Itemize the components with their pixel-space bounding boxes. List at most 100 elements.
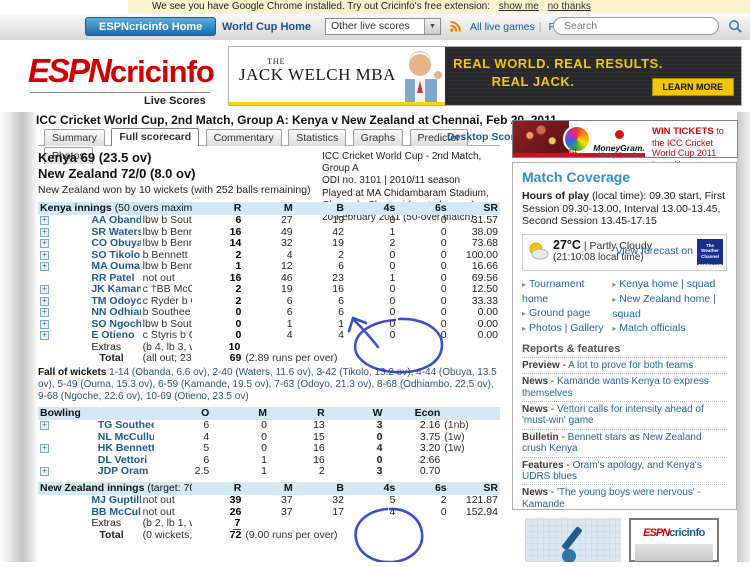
tab[interactable]: Statistics (288, 129, 347, 146)
bowling-header: Bowling O M R W Econ (38, 407, 500, 420)
moneygram-banner-ad[interactable]: 2011 MoneyGram. Money Transfer WIN TICKE… (512, 120, 738, 169)
news-link[interactable]: Bennett stars as New Zealand crush Kenya (522, 431, 702, 455)
batsman-link[interactable]: E Otieno (91, 330, 135, 341)
show-me-link[interactable]: show me (498, 1, 539, 12)
dismissal: not out (142, 506, 175, 518)
batsman-link[interactable]: BB McCullum† (91, 506, 141, 518)
news-label: Features (522, 459, 564, 471)
bowler-row: + JDP Oram 2.5 1 2 3 0.70 (38, 466, 500, 478)
banner-line1: REAL WORLD. REAL RESULTS. (453, 56, 663, 71)
expand-icon[interactable]: + (40, 296, 49, 306)
bowler-row: + TG Southee 6 0 13 3 2.16 (1nb) (38, 420, 500, 432)
sidebar-link[interactable]: Kenya home | squad (619, 277, 716, 290)
total-row: Total (0 wickets; 8 overs; 37 mins) 72 (… (99, 529, 338, 541)
tab[interactable]: Graphs (352, 129, 404, 146)
news-link[interactable]: Oram's apology, and Kenya's UDRS blues (522, 459, 702, 483)
cricinfo-bottom-ad[interactable]: ESPNcricinfo (512, 518, 738, 563)
espncricinfo-logo[interactable]: ESPNcricinfo Live Scores (28, 52, 218, 108)
expand-icon[interactable]: + (40, 444, 49, 453)
view-forecast-link[interactable]: View forecast on (615, 244, 693, 257)
expand-icon[interactable]: + (40, 421, 49, 430)
notice-text: We see you have Google Chrome installed.… (152, 1, 591, 12)
sidebar-link[interactable]: Ground page (529, 306, 591, 319)
batsman-link[interactable]: SO Ngoche (91, 318, 141, 330)
batsman-link[interactable]: SR Waters (91, 226, 141, 238)
expand-icon[interactable]: + (40, 239, 49, 248)
sidebar-link[interactable]: Photos | Gallery (529, 321, 604, 334)
news-link[interactable]: Vettori calls for intensity ahead of 'mu… (522, 404, 704, 427)
moneygram-ad-photo (513, 121, 569, 157)
dismissal: lbw b Southee (142, 318, 192, 330)
top-navbar: ESPNcricinfo Home World Cup Home Other l… (0, 14, 750, 41)
tab[interactable]: Commentary (205, 129, 282, 146)
sidebar-link[interactable]: Match officials (619, 321, 686, 334)
learn-more-button[interactable]: LEARN MORE (651, 78, 734, 96)
news-label: News (522, 404, 549, 415)
expand-icon[interactable]: + (40, 216, 49, 225)
batsman-link[interactable]: JK Kamande* (91, 284, 141, 295)
batsman-link[interactable]: TM Odoyo (91, 295, 141, 307)
logo-divider (30, 92, 210, 93)
batsman-row: + CO Obuya lbw b Bennett 14 32 19 2 0 73… (38, 238, 500, 250)
sidebar-link-row: ▸ Photos | Gallery (522, 321, 612, 336)
expand-icon[interactable]: + (40, 308, 49, 317)
rss-icon[interactable] (449, 20, 462, 33)
tab[interactable]: Photos (44, 147, 93, 164)
bowler-link[interactable]: TG Southee (97, 420, 154, 431)
bowler-link[interactable]: NL McCullum (97, 431, 154, 443)
news-link[interactable]: 'The young boys were nervous' - Kamande (522, 487, 701, 510)
sidebar-link[interactable]: Tournament home (522, 277, 585, 305)
dismissal: b Bennett (142, 249, 188, 261)
live-scores-select[interactable]: Other live scores ▼ (325, 18, 441, 35)
batsman-link[interactable]: MA Ouma† (91, 261, 141, 272)
expand-icon[interactable]: + (40, 467, 49, 476)
expand-icon[interactable]: + (40, 250, 49, 260)
bullet-icon: ▸ (522, 308, 527, 318)
weather-channel-logo[interactable]: The Weather Channel weather.com (697, 238, 723, 267)
bowler-row: + NL McCullum 4 0 15 0 3.75 (1w) (97, 431, 465, 443)
batsman-link[interactable]: AA Obanda (91, 215, 141, 226)
live-scores-select-value: Other live scores (331, 20, 410, 32)
espncricinfo-home-button[interactable]: ESPNcricinfo Home (85, 17, 217, 36)
expand-icon[interactable]: + (40, 227, 49, 237)
tab[interactable]: Full scorecard (111, 128, 200, 146)
ad-photo-placeholder (635, 544, 713, 561)
bowler-link[interactable]: DL Vettori (97, 454, 148, 466)
dismissal: not out (142, 495, 175, 506)
desktop-scores-link[interactable]: Desktop Scores (447, 131, 527, 143)
news-link[interactable]: A lot to prove for both teams (568, 359, 694, 371)
bowler-row: + HK Bennett 5 0 16 4 3.20 (1w) (38, 443, 500, 455)
tab[interactable]: Summary (44, 129, 105, 146)
sidebar-link-row: ▸ Kenya home | squad (612, 277, 727, 292)
search-input[interactable] (553, 17, 719, 35)
search-icon[interactable] (728, 19, 743, 34)
batsman-link[interactable]: NN Odhiambo (91, 307, 140, 318)
scorecard-content: Kenya 69 (23.5 ov) New Zealand 72/0 (8.0… (38, 150, 500, 562)
bowler-link[interactable]: HK Bennett (97, 443, 154, 454)
new-zealand-innings-table: New Zealand innings (target: 70 runs fro… (38, 482, 500, 541)
kenya-score-line: Kenya 69 (23.5 ov) (38, 150, 152, 165)
jack-welch-banner-ad[interactable]: THE JACK WELCH MBA REAL WORLD. REAL RESU… (228, 46, 742, 106)
expand-icon[interactable]: + (40, 262, 49, 271)
batsman-link[interactable]: MJ Guptill (91, 495, 141, 506)
expand-icon[interactable]: + (40, 319, 49, 329)
expand-icon[interactable]: + (40, 285, 49, 294)
page-title: ICC Cricket World Cup, 2nd Match, Group … (36, 113, 557, 127)
news-link[interactable]: Kamande wants Kenya to express themselve… (522, 376, 709, 399)
bowler-link[interactable]: JDP Oram (97, 466, 149, 477)
batsman-link[interactable]: RR Patel (91, 272, 135, 284)
tab[interactable]: Predictor (409, 129, 468, 146)
sidebar-link[interactable]: New Zealand home | squad (612, 292, 716, 320)
expand-icon[interactable]: + (40, 331, 49, 340)
news-list: Preview - A lot to prove for both teams … (522, 356, 727, 510)
news-item: News - Kamande wants Kenya to express th… (522, 373, 727, 401)
reports-features-heading: Reports & features (522, 342, 621, 355)
world-cup-home-link[interactable]: World Cup Home (222, 21, 312, 33)
no-thanks-link[interactable]: no thanks (547, 1, 591, 12)
chevron-down-icon[interactable]: ▼ (424, 19, 440, 34)
batsman-row: + E Otieno c Styris b Oram 0 4 4 0 0 0.0… (38, 330, 500, 342)
nav-link[interactable]: All live games (470, 21, 535, 33)
batsman-link[interactable]: CO Obuya (91, 238, 141, 249)
cricinfo-logo-text: cricinfo (109, 54, 215, 89)
batsman-link[interactable]: SO Tikolo (91, 249, 141, 261)
